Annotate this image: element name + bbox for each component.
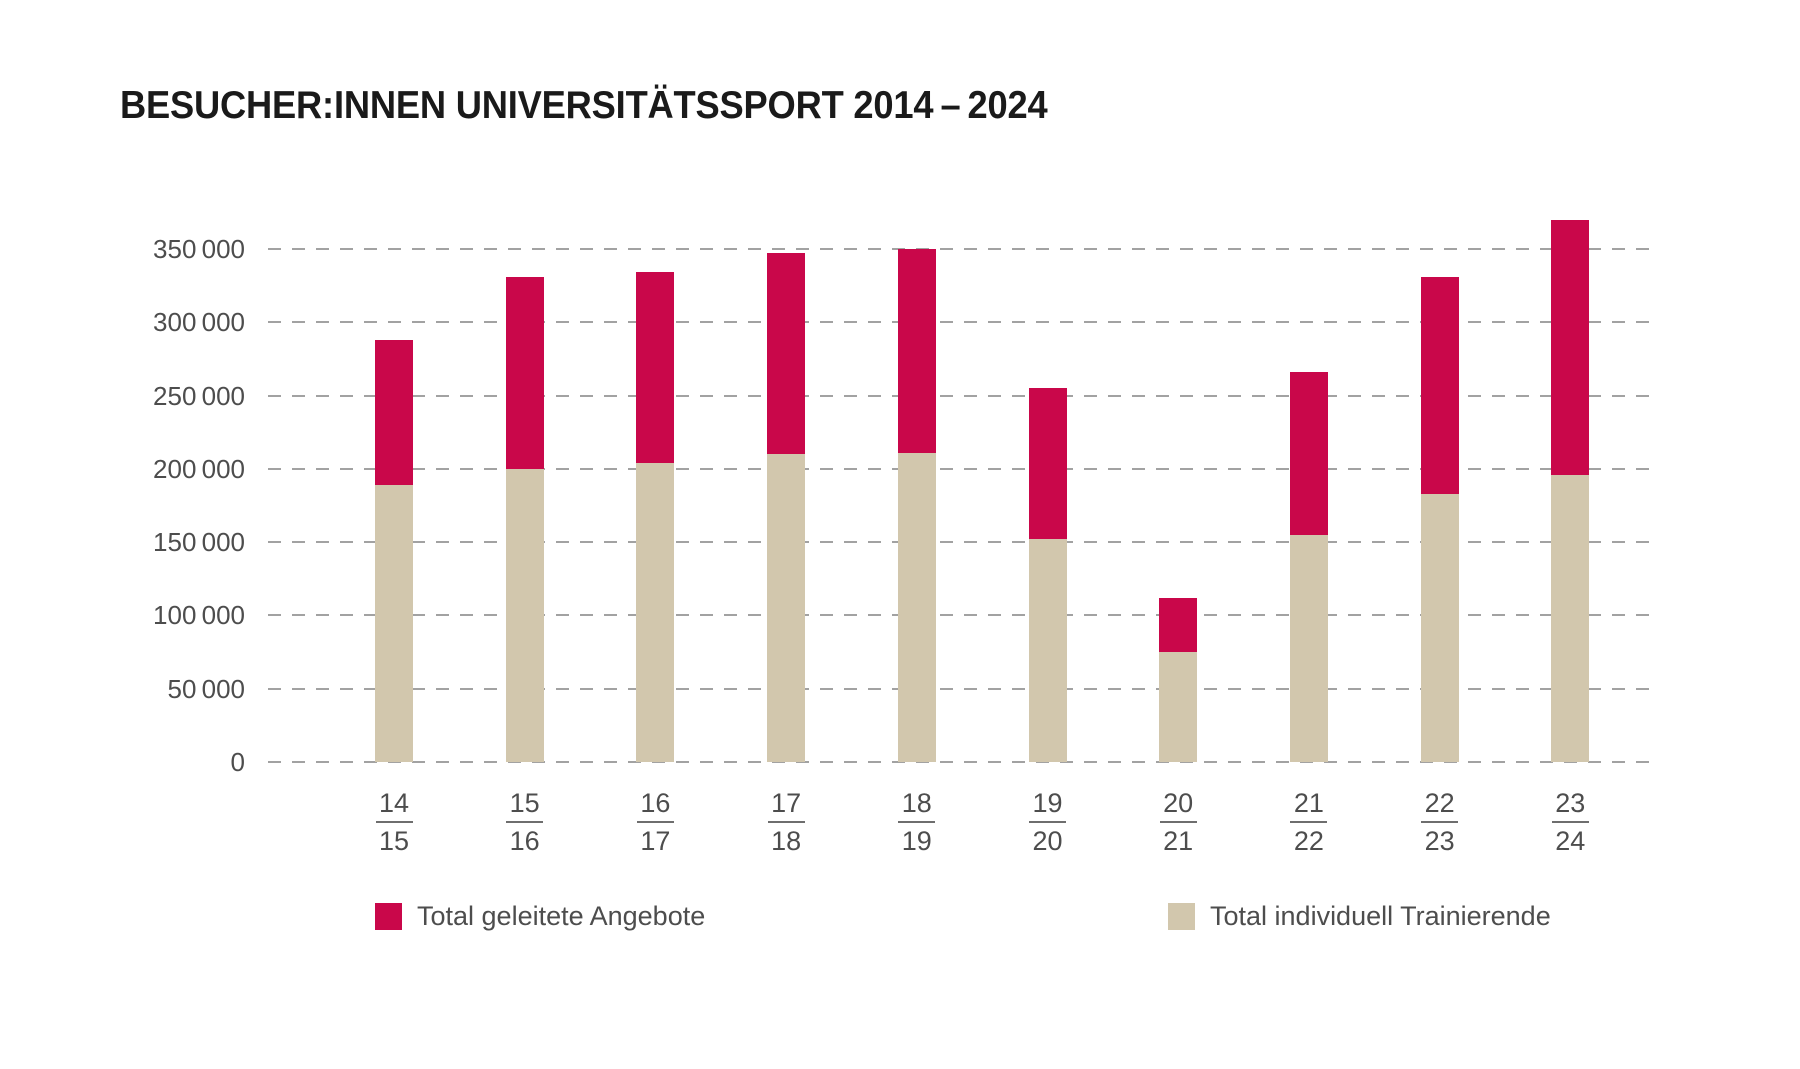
legend-item-individuell: Total individuell Trainierende bbox=[1168, 903, 1551, 930]
fraction-divider bbox=[1421, 821, 1459, 823]
x-axis-tick-label: 22 23 bbox=[1400, 788, 1480, 856]
bar-segment-geleitet bbox=[1289, 372, 1328, 535]
x-axis-tick-label: 21 22 bbox=[1269, 788, 1349, 856]
bar-segment-individuell bbox=[1551, 474, 1590, 762]
fraction-divider bbox=[375, 821, 413, 823]
x-axis-tick-label: 14 15 bbox=[354, 788, 434, 856]
bar-segment-individuell bbox=[375, 484, 413, 762]
x-axis-tick-label: 16 17 bbox=[615, 788, 695, 856]
bar-segment-geleitet bbox=[636, 272, 675, 463]
bar-segment-geleitet bbox=[1420, 276, 1459, 494]
bar-segment-geleitet bbox=[505, 276, 544, 469]
bar-segment-geleitet bbox=[375, 339, 413, 485]
x-label-denominator: 16 bbox=[509, 826, 540, 856]
y-axis-tick-label: 300 000 bbox=[153, 307, 245, 338]
bar-segment-individuell bbox=[1420, 493, 1459, 762]
y-axis-tick-label: 250 000 bbox=[153, 380, 245, 411]
x-label-numerator: 21 bbox=[1293, 788, 1324, 818]
fraction-divider bbox=[1159, 821, 1197, 823]
gridline-350000 bbox=[268, 247, 1655, 250]
x-label-denominator: 19 bbox=[901, 826, 932, 856]
fraction-divider bbox=[1290, 821, 1328, 823]
legend-item-geleitet: Total geleitete Angebote bbox=[375, 903, 705, 930]
x-label-denominator: 20 bbox=[1032, 826, 1063, 856]
bar-segment-individuell bbox=[767, 454, 806, 762]
bar-segment-individuell bbox=[897, 452, 936, 762]
legend-label-individuell: Total individuell Trainierende bbox=[1210, 901, 1551, 931]
x-label-numerator: 17 bbox=[771, 788, 802, 818]
x-label-numerator: 20 bbox=[1163, 788, 1194, 818]
bar-segment-geleitet bbox=[1028, 388, 1067, 540]
x-label-denominator: 18 bbox=[771, 826, 802, 856]
gridline-200000 bbox=[268, 467, 1655, 470]
x-label-numerator: 15 bbox=[509, 788, 540, 818]
x-label-denominator: 22 bbox=[1293, 826, 1324, 856]
bar-segment-individuell bbox=[1289, 534, 1328, 762]
gridline-250000 bbox=[268, 394, 1655, 397]
fraction-divider bbox=[506, 821, 544, 823]
x-label-numerator: 14 bbox=[378, 788, 410, 818]
y-axis-tick-label: 200 000 bbox=[153, 453, 245, 484]
fraction-divider bbox=[1551, 821, 1589, 823]
x-label-numerator: 23 bbox=[1555, 788, 1586, 818]
gridline-0 bbox=[268, 761, 1655, 763]
x-label-numerator: 16 bbox=[640, 788, 671, 818]
x-axis-tick-label: 23 24 bbox=[1530, 788, 1610, 856]
bar-segment-individuell bbox=[636, 462, 675, 762]
bar-segment-geleitet bbox=[897, 248, 936, 453]
y-axis-tick-label: 150 000 bbox=[153, 527, 245, 558]
fraction-divider bbox=[898, 821, 936, 823]
y-axis-tick-label: 350 000 bbox=[153, 233, 245, 264]
legend-swatch-individuell-icon bbox=[1168, 903, 1195, 930]
fraction-divider bbox=[636, 821, 674, 823]
x-label-numerator: 18 bbox=[901, 788, 932, 818]
x-label-denominator: 23 bbox=[1424, 826, 1455, 856]
gridline-50000 bbox=[268, 687, 1655, 690]
y-axis-tick-label: 0 bbox=[230, 747, 245, 777]
bar-segment-geleitet bbox=[767, 253, 806, 455]
bar-segment-individuell bbox=[505, 468, 544, 762]
bar-segment-geleitet bbox=[1551, 219, 1590, 475]
chart-title: BESUCHER:INNEN UNIVERSITÄTSSPORT 2014 – … bbox=[120, 84, 1048, 127]
y-axis-tick-label: 50 000 bbox=[167, 673, 245, 704]
bar-segment-individuell bbox=[1159, 652, 1198, 762]
gridline-300000 bbox=[268, 321, 1655, 324]
x-axis-tick-label: 15 16 bbox=[485, 788, 565, 856]
x-label-numerator: 22 bbox=[1424, 788, 1455, 818]
y-axis-tick-label: 100 000 bbox=[153, 600, 245, 631]
gridline-150000 bbox=[268, 541, 1655, 544]
x-axis-tick-label: 20 21 bbox=[1138, 788, 1218, 856]
legend-label-geleitet: Total geleitete Angebote bbox=[417, 901, 706, 931]
x-axis-tick-label: 19 20 bbox=[1008, 788, 1088, 856]
legend-swatch-geleitet-icon bbox=[375, 903, 402, 930]
x-label-numerator: 19 bbox=[1032, 788, 1063, 818]
bar-segment-geleitet bbox=[1159, 597, 1198, 653]
x-label-denominator: 17 bbox=[640, 826, 671, 856]
fraction-divider bbox=[767, 821, 805, 823]
bar-segment-individuell bbox=[1028, 539, 1067, 762]
x-label-denominator: 15 bbox=[378, 826, 410, 856]
x-label-denominator: 21 bbox=[1163, 826, 1194, 856]
x-axis-tick-label: 18 19 bbox=[877, 788, 957, 856]
x-label-denominator: 24 bbox=[1555, 826, 1586, 856]
x-axis-tick-label: 17 18 bbox=[746, 788, 826, 856]
gridline-100000 bbox=[268, 614, 1655, 617]
fraction-divider bbox=[1029, 821, 1066, 823]
